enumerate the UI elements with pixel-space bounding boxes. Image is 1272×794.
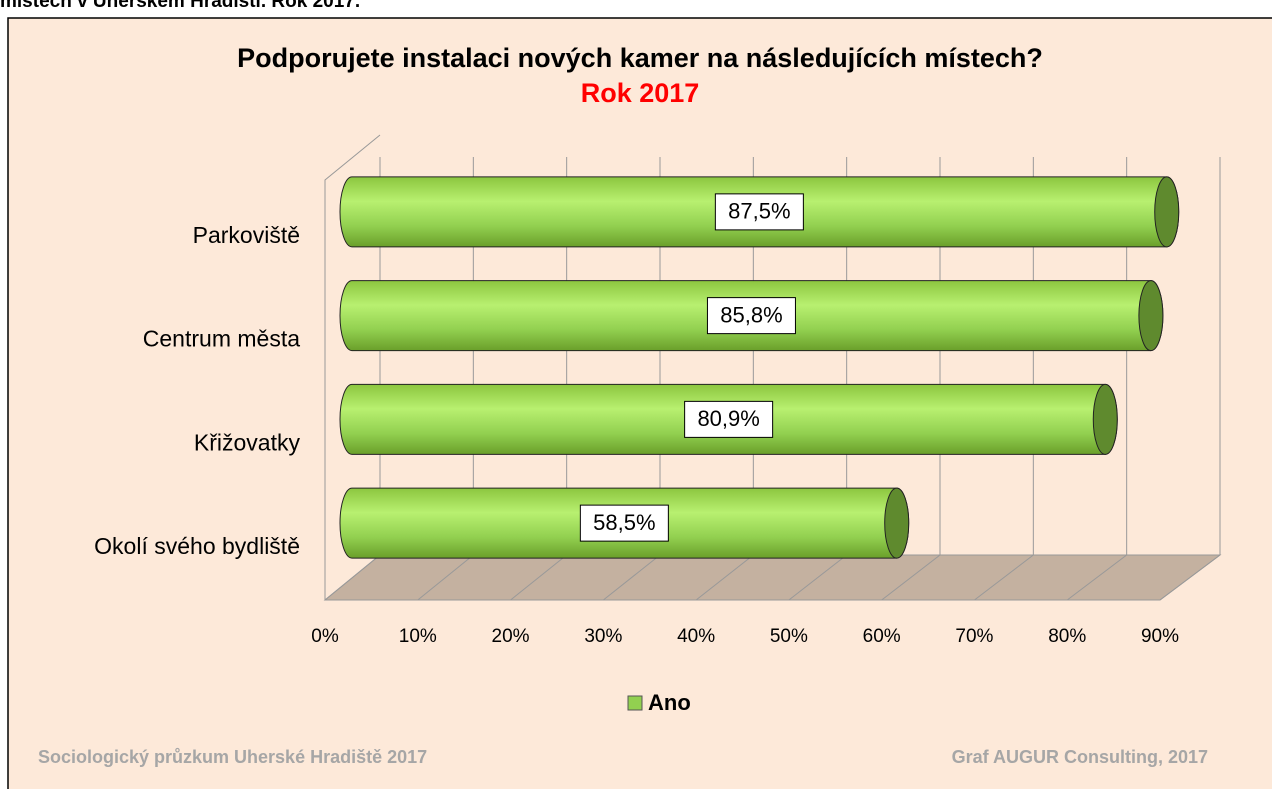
- value-label-box: [714, 193, 804, 231]
- x-tick-label: 70%: [955, 626, 993, 647]
- bar-cap: [1092, 383, 1118, 455]
- legend-swatch: [627, 695, 643, 711]
- bar-cap: [1154, 176, 1180, 248]
- x-tick-label: 60%: [863, 626, 901, 647]
- chart-title: Podporujete instalaci nových kamer na ná…: [237, 43, 1043, 73]
- category-label: Centrum města: [143, 326, 300, 352]
- x-tick-label: 30%: [584, 626, 622, 647]
- category-label: Okolí svého bydliště: [94, 533, 300, 559]
- x-tick-label: 50%: [770, 626, 808, 647]
- value-label-box: [579, 504, 669, 542]
- value-label: 80,9%: [697, 406, 759, 431]
- value-label: 58,5%: [593, 510, 655, 535]
- chart-subtitle: Rok 2017: [581, 78, 700, 108]
- value-label-box: [706, 297, 796, 335]
- x-tick-label: 10%: [399, 626, 437, 647]
- grid-line: [1159, 157, 1221, 601]
- footer-right: Graf AUGUR Consulting, 2017: [952, 747, 1208, 767]
- legend-label: Ano: [648, 690, 691, 715]
- x-tick-label: 80%: [1048, 626, 1086, 647]
- x-tick-label: 0%: [311, 626, 339, 647]
- value-label-box: [684, 400, 774, 438]
- value-label: 87,5%: [728, 199, 790, 224]
- x-tick-label: 20%: [492, 626, 530, 647]
- x-tick-label: 40%: [677, 626, 715, 647]
- value-label: 85,8%: [720, 302, 782, 327]
- bar-cap: [884, 487, 910, 559]
- floor: [323, 554, 1222, 601]
- caption: místech v Uherském Hradišti. Rok 2017.: [0, 0, 360, 12]
- category-label: Křižovatky: [194, 429, 301, 455]
- category-label: Parkoviště: [193, 222, 300, 248]
- side-wall: [324, 134, 381, 600]
- x-tick-label: 90%: [1141, 626, 1179, 647]
- bar-cap: [1138, 280, 1164, 352]
- footer-left: Sociologický průzkum Uherské Hradiště 20…: [38, 747, 427, 767]
